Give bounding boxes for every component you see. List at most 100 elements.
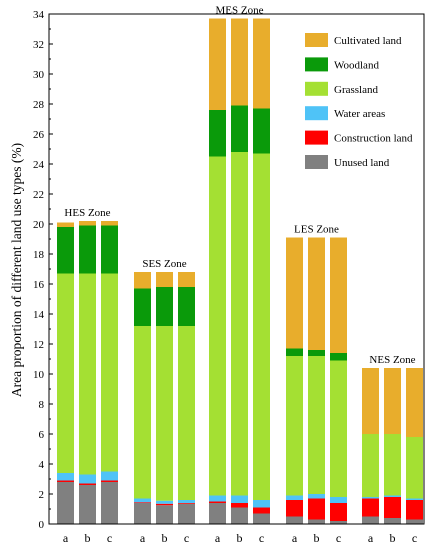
bar-segment-water-areas [209, 495, 226, 502]
legend-swatch [305, 130, 328, 145]
bar-segment-water-areas [384, 495, 401, 497]
y-tick-label: 32 [33, 39, 44, 51]
legend-label: Cultivated land [334, 35, 402, 47]
zone-label: MES Zone [216, 5, 264, 17]
bar-segment-construction-land [178, 503, 195, 504]
bar-segment-woodland [231, 105, 248, 152]
bar-segment-construction-land [156, 503, 173, 506]
y-tick-label: 28 [33, 99, 45, 111]
x-tick-label: c [259, 531, 264, 545]
legend-label: Water areas [334, 108, 385, 120]
bar-segment-water-areas [308, 494, 325, 499]
bar-segment-woodland [101, 225, 118, 274]
bar-segment-water-areas [156, 500, 173, 504]
y-tick-label: 24 [33, 159, 45, 171]
bar-segment-woodland [253, 108, 270, 154]
bar-segment-water-areas [330, 497, 347, 503]
zone-label: HES Zone [64, 207, 110, 219]
x-tick-label: b [162, 531, 168, 545]
bar-segment-cultivated-land [406, 368, 423, 437]
bar-segment-cultivated-land [156, 272, 173, 287]
x-tick-label: c [184, 531, 189, 545]
bar-segment-unused-land [286, 516, 303, 524]
bar-segment-construction-land [101, 480, 118, 482]
y-tick-label: 22 [33, 189, 44, 201]
bar-segment-unused-land [134, 503, 151, 524]
x-tick-label: b [85, 531, 91, 545]
x-tick-label: a [215, 531, 221, 545]
bar-segment-construction-land [308, 498, 325, 520]
bar-segment-cultivated-land [362, 368, 379, 434]
bar-segment-grassland [156, 326, 173, 501]
x-tick-label: c [107, 531, 112, 545]
bar-segment-construction-land [362, 498, 379, 517]
bar-segment-water-areas [134, 498, 151, 503]
x-tick-label: a [140, 531, 146, 545]
bar-segment-water-areas [362, 497, 379, 499]
bar-segment-water-areas [406, 498, 423, 500]
bar-segment-woodland [178, 287, 195, 326]
bar-segment-woodland [79, 225, 96, 274]
bar-segment-grassland [231, 152, 248, 496]
y-tick-label: 20 [33, 219, 45, 231]
y-tick-label: 10 [33, 369, 45, 381]
bar-segment-construction-land [134, 502, 151, 503]
bar-segment-cultivated-land [209, 18, 226, 110]
legend-label: Woodland [334, 59, 379, 71]
bar-segment-water-areas [253, 500, 270, 508]
legend-swatch [305, 57, 328, 72]
bar-segment-cultivated-land [308, 237, 325, 350]
y-tick-label: 34 [33, 9, 45, 21]
zone-label: LES Zone [294, 224, 339, 236]
y-tick-label: 4 [39, 459, 45, 471]
bar-segment-cultivated-land [286, 237, 303, 349]
bar-segment-grassland [57, 273, 74, 473]
bar-segment-construction-land [57, 480, 74, 482]
bar-segment-grassland [308, 356, 325, 494]
bar-segment-cultivated-land [231, 18, 248, 106]
bar-segment-construction-land [384, 497, 401, 518]
bar-segment-water-areas [57, 473, 74, 481]
bar-segment-unused-land [231, 507, 248, 524]
bar-segment-unused-land [57, 482, 74, 524]
y-tick-label: 8 [39, 399, 45, 411]
zone-label: SES Zone [142, 258, 186, 270]
y-axis-title: Area proportion of different land use ty… [9, 143, 24, 397]
bar-segment-woodland [308, 350, 325, 356]
bar-segment-unused-land [178, 503, 195, 524]
legend-label: Construction land [334, 133, 413, 145]
bar-segment-water-areas [79, 474, 96, 484]
bar-segment-unused-land [79, 485, 96, 524]
bar-segment-grassland [384, 434, 401, 496]
bar-segment-construction-land [79, 483, 96, 485]
axes: a b c HES Zone a b c SES Zone a b c MES Zone a b c LES … [33, 5, 425, 545]
legend-swatch [305, 106, 328, 121]
y-tick-label: 30 [33, 69, 45, 81]
bar-segment-woodland [286, 348, 303, 356]
bar-segment-construction-land [231, 503, 248, 508]
bar-segment-cultivated-land [101, 221, 118, 226]
bar-segment-construction-land [253, 507, 270, 514]
bar-segment-unused-land [101, 482, 118, 524]
bar-segment-grassland [406, 437, 423, 499]
bar-segment-water-areas [178, 500, 195, 503]
bar-segment-cultivated-land [134, 272, 151, 289]
legend-swatch [305, 155, 328, 169]
y-tick-label: 6 [39, 429, 45, 441]
bar-segment-construction-land [406, 500, 423, 520]
bar-segment-cultivated-land [57, 222, 74, 227]
x-tick-label: a [63, 531, 69, 545]
x-tick-label: b [237, 531, 243, 545]
legend-label: Unused land [334, 157, 390, 169]
y-tick-label: 18 [33, 249, 45, 261]
x-tick-label: c [412, 531, 417, 545]
bar-segment-cultivated-land [178, 272, 195, 287]
bar-segment-grassland [101, 273, 118, 472]
x-tick-label: a [292, 531, 298, 545]
legend: Cultivated land Woodland Grassland Water ar… [305, 33, 413, 169]
bar-segment-woodland [134, 288, 151, 326]
y-tick-label: 0 [39, 519, 45, 531]
x-tick-label: b [314, 531, 320, 545]
bar-segment-grassland [286, 356, 303, 496]
